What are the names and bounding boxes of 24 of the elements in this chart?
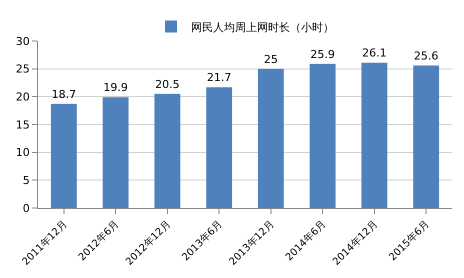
data-label: 25.9 [310, 48, 335, 61]
y-tick-label: 25 [16, 62, 30, 76]
bar [50, 104, 77, 208]
data-label: 18.7 [52, 88, 76, 101]
bar [102, 97, 129, 208]
y-tick-label: 30 [16, 34, 30, 48]
y-tick-label: 15 [16, 118, 30, 132]
bar [361, 62, 388, 208]
y-tick-label: 5 [22, 174, 30, 188]
bar [258, 68, 284, 208]
data-label: 25 [264, 52, 278, 66]
data-label: 25.6 [414, 49, 438, 62]
data-label: 20.5 [155, 78, 180, 91]
data-label: 19.9 [103, 81, 128, 94]
data-label: 21.7 [206, 71, 232, 84]
bar [413, 65, 440, 208]
data-label: 26.1 [362, 46, 387, 60]
y-tick-label: 0 [22, 202, 30, 215]
bar [206, 87, 232, 208]
bar [154, 94, 180, 208]
bar [310, 64, 336, 208]
y-tick-label: 10 [16, 146, 30, 160]
y-tick-label: 20 [16, 90, 30, 104]
legend-label: 网民人均周上网时长（小时） [191, 20, 334, 34]
